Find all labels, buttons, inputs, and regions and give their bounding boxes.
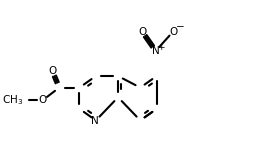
Text: CH$_3$: CH$_3$ bbox=[2, 93, 23, 107]
Text: N: N bbox=[91, 116, 99, 126]
Text: O: O bbox=[39, 95, 47, 105]
Text: +: + bbox=[157, 43, 164, 52]
Text: O: O bbox=[169, 27, 177, 37]
Text: −: − bbox=[175, 22, 184, 32]
Text: O: O bbox=[138, 27, 146, 37]
Text: O: O bbox=[48, 66, 57, 76]
Text: N: N bbox=[152, 46, 160, 56]
